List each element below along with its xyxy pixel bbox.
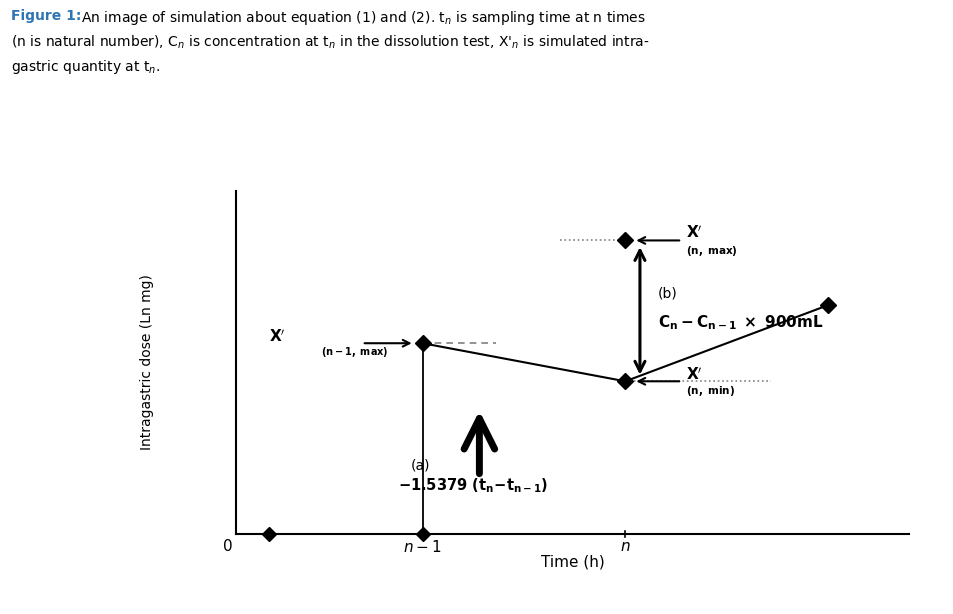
Text: $\mathbf{(n,\ max)}$: $\mathbf{(n,\ max)}$ xyxy=(685,244,738,258)
Text: $\mathbf{(n,\ min)}$: $\mathbf{(n,\ min)}$ xyxy=(685,384,735,398)
Text: gastric quantity at t$_n$.: gastric quantity at t$_n$. xyxy=(11,58,160,76)
Text: $\mathbf{C_n - C_{n-1}\ \times\ 900mL}$: $\mathbf{C_n - C_{n-1}\ \times\ 900mL}$ xyxy=(658,313,822,332)
Text: (b): (b) xyxy=(658,287,677,301)
Text: Time (h): Time (h) xyxy=(540,554,604,570)
Text: $n$: $n$ xyxy=(619,539,630,554)
Text: $\mathbf{X'}$: $\mathbf{X'}$ xyxy=(685,366,702,383)
Text: $\mathbf{-1.5379\ (t_n\!-\!t_{n-1})}$: $\mathbf{-1.5379\ (t_n\!-\!t_{n-1})}$ xyxy=(397,476,548,495)
Text: (a): (a) xyxy=(410,458,430,472)
Text: An image of simulation about equation (1) and (2). t$_n$ is sampling time at n t: An image of simulation about equation (1… xyxy=(81,9,645,27)
Text: Intragastric dose (Ln mg): Intragastric dose (Ln mg) xyxy=(140,274,153,450)
Text: Figure 1:: Figure 1: xyxy=(11,9,82,23)
Text: 0: 0 xyxy=(223,539,233,554)
Text: $\mathbf{X'}$: $\mathbf{X'}$ xyxy=(268,328,285,344)
Text: $\mathbf{X'}$: $\mathbf{X'}$ xyxy=(685,225,702,241)
Text: $\mathbf{(n-1,\ max)}$: $\mathbf{(n-1,\ max)}$ xyxy=(321,344,389,359)
Text: $n-1$: $n-1$ xyxy=(403,539,441,555)
Text: (n is natural number), C$_n$ is concentration at t$_n$ in the dissolution test, : (n is natural number), C$_n$ is concentr… xyxy=(11,34,649,51)
